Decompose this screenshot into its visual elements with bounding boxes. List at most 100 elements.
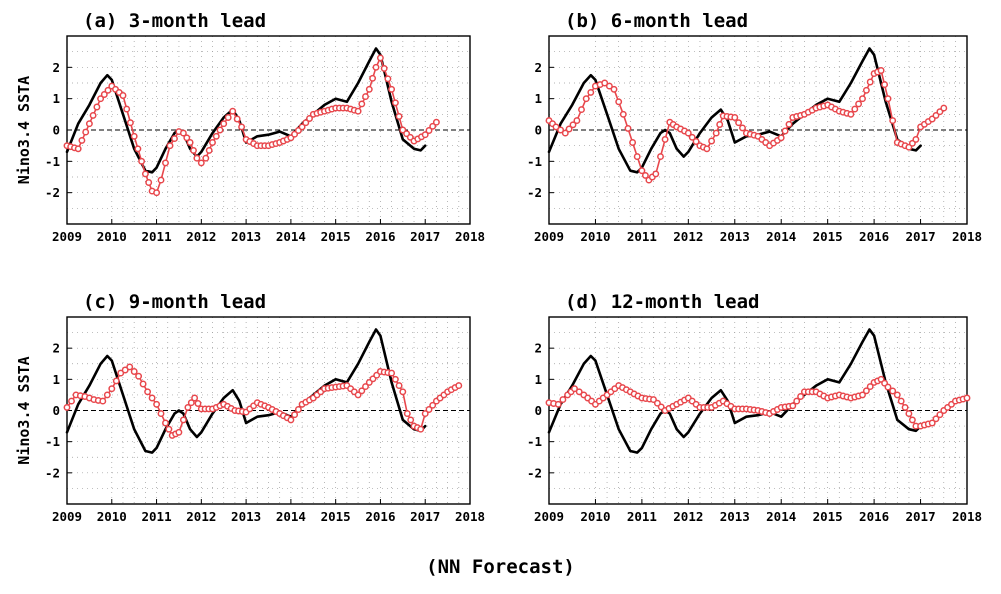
forecast-point <box>121 366 129 374</box>
forecast-point <box>287 416 295 424</box>
forecast-point <box>897 397 905 405</box>
y-tick-label: 2 <box>52 60 60 75</box>
forecast-point <box>429 401 437 409</box>
forecast-point <box>855 100 863 108</box>
x-tick-label: 2014 <box>276 509 306 524</box>
forecast-point <box>963 394 971 402</box>
forecast-point <box>183 134 191 142</box>
forecast-point <box>74 145 82 153</box>
x-tick-label: 2017 <box>410 229 440 244</box>
x-tick-label: 2012 <box>186 509 216 524</box>
forecast-point <box>144 388 152 396</box>
forecast-point <box>633 153 641 161</box>
forecast-point <box>112 377 120 385</box>
forecast-point <box>89 111 97 119</box>
x-tick-label: 2010 <box>97 229 127 244</box>
forecast-point <box>561 129 569 137</box>
forecast-point <box>866 78 874 86</box>
forecast-point <box>785 120 793 128</box>
forecast-point <box>851 105 859 113</box>
forecast-point <box>407 416 415 424</box>
y-tick-label: -2 <box>527 465 542 480</box>
forecast-point <box>171 135 178 143</box>
x-tick-label: 2013 <box>720 229 750 244</box>
x-tick-label: 2015 <box>813 229 843 244</box>
panel-title: (b) 6-month lead <box>565 10 748 32</box>
x-tick-label: 2013 <box>231 229 261 244</box>
forecast-point <box>417 425 425 433</box>
panel-a: 2009 2010 2011 2012 2013 2014 2015 2016 2017 2018… <box>15 10 485 244</box>
forecast-point <box>901 403 909 411</box>
forecast-point <box>391 99 399 107</box>
x-tick-label: 2015 <box>321 509 351 524</box>
y-tick-label: 0 <box>52 403 60 418</box>
forecast-point <box>229 107 237 115</box>
forecast-point <box>932 415 940 423</box>
forecast-point <box>365 85 373 93</box>
forecast-point <box>399 388 407 396</box>
forecast-point <box>936 411 944 419</box>
x-tick-label: 2011 <box>142 229 172 244</box>
forecast-point <box>162 159 169 167</box>
forecast-point <box>212 132 220 140</box>
panel-c: 2009 2010 2011 2012 2013 2014 2015 2016 2017 2018… <box>15 291 485 524</box>
forecast-point <box>889 387 897 395</box>
forecast-point <box>429 122 437 130</box>
x-tick-label: 2013 <box>231 509 261 524</box>
forecast-point <box>153 400 161 408</box>
forecast-point <box>692 138 700 145</box>
forecast-point <box>552 123 560 131</box>
forecast-point <box>565 125 573 133</box>
forecast-point <box>369 74 377 82</box>
forecast-point <box>362 383 369 391</box>
forecast-point <box>889 117 897 125</box>
forecast-point <box>862 387 870 395</box>
forecast-point <box>354 107 362 115</box>
forecast-point <box>291 411 299 419</box>
x-tick-label: 2014 <box>766 509 796 524</box>
forecast-point <box>554 400 562 408</box>
forecast-point <box>893 391 901 399</box>
forecast-point <box>166 142 174 150</box>
forecast-point <box>615 98 623 106</box>
forecast-point <box>190 146 197 154</box>
forecast-point <box>145 179 153 186</box>
forecast-point <box>376 54 384 62</box>
x-tick-label: 2016 <box>859 509 889 524</box>
forecast-point <box>928 419 936 427</box>
x-tick-label: 2017 <box>410 509 440 524</box>
forecast-point <box>362 93 369 101</box>
forecast-point <box>908 416 916 424</box>
x-tick-label: 2010 <box>580 229 610 244</box>
forecast-point <box>157 176 165 184</box>
observed-line <box>547 328 922 454</box>
x-tick-label: 2016 <box>365 509 395 524</box>
forecast-point <box>559 396 567 404</box>
x-tick-label: 2016 <box>365 229 395 244</box>
forecast-point <box>781 127 789 135</box>
forecast-point <box>847 110 855 118</box>
y-tick-label: -1 <box>527 154 542 169</box>
forecast-point <box>629 139 637 146</box>
x-tick-label: 2010 <box>580 509 610 524</box>
forecast-point <box>712 129 720 137</box>
y-tick-label: 2 <box>534 60 542 75</box>
forecast-point <box>134 145 142 153</box>
y-tick-label: 1 <box>52 372 60 387</box>
forecast-point <box>641 171 649 179</box>
forecast-point <box>388 85 396 93</box>
forecast-point <box>85 120 93 128</box>
forecast-point <box>294 406 302 413</box>
forecast-point <box>108 385 116 393</box>
forecast-point <box>209 139 216 146</box>
y-axis-label: Nino3.4 SSTA <box>15 76 33 184</box>
forecast-point <box>103 391 111 399</box>
y-tick-label: -2 <box>45 185 60 200</box>
forecast-point <box>138 157 146 165</box>
x-tick-label: 2018 <box>952 509 982 524</box>
panel-b: 2009 2010 2011 2012 2013 2014 2015 2016 2017 2018… <box>527 10 982 244</box>
forecast-point <box>82 128 90 136</box>
forecast-point <box>605 82 613 90</box>
forecast-point <box>789 402 797 410</box>
forecast-point <box>179 416 187 424</box>
